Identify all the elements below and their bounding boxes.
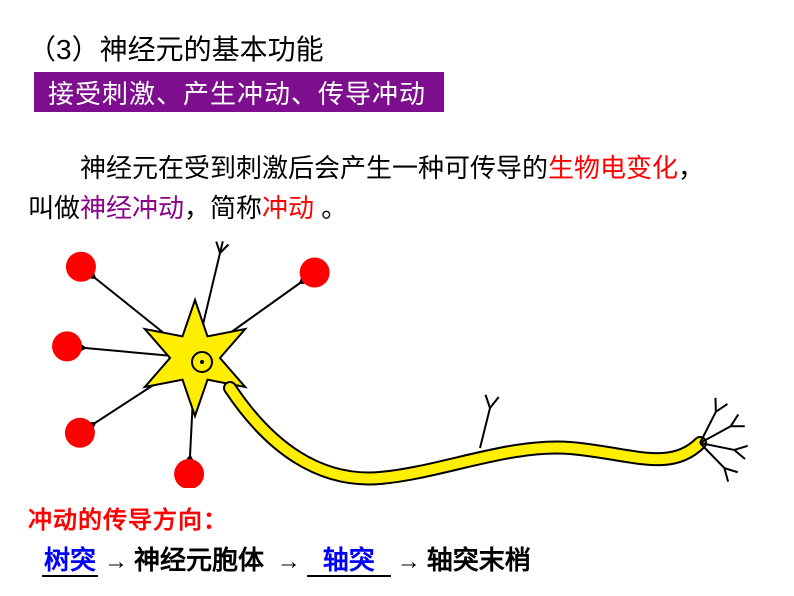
subtitle-text: 接受刺激、产生冲动、传导冲动 bbox=[48, 74, 426, 111]
arrow-icon: → bbox=[104, 548, 128, 576]
flow-sequence: 树突 → 神经元胞体 → 轴突 → 轴突末梢 bbox=[42, 540, 531, 577]
arrow-icon: → bbox=[397, 548, 421, 576]
para-t3a: ， bbox=[678, 153, 704, 183]
para-t6: 冲动 bbox=[262, 193, 314, 223]
subtitle-band: 接受刺激、产生冲动、传导冲动 bbox=[34, 72, 444, 112]
flow-step-1: 树突 bbox=[42, 545, 98, 577]
body-paragraph: 神经元在受到刺激后会产生一种可传导的生物电变化， 叫做神经冲动，简称冲动 。 bbox=[28, 148, 784, 228]
flow-step-2: 神经元胞体 bbox=[134, 540, 264, 577]
para-t3b: 叫做 bbox=[28, 193, 80, 223]
flow-step-4: 轴突末梢 bbox=[427, 540, 531, 577]
para-t5: ，简称 bbox=[184, 193, 262, 223]
para-t1: 神经元在受到刺激后会产生一种可传导的 bbox=[80, 153, 548, 183]
arrow-icon: → bbox=[270, 548, 301, 576]
neuron-diagram bbox=[20, 238, 760, 488]
section-title: （3）神经元的基本功能 bbox=[28, 28, 324, 68]
flow-step-3: 轴突 bbox=[307, 545, 391, 577]
para-t2: 生物电变化 bbox=[548, 153, 678, 183]
para-t4: 神经冲动 bbox=[80, 193, 184, 223]
flow-direction-label: 冲动的传导方向： bbox=[28, 500, 228, 535]
para-t7: 。 bbox=[314, 193, 347, 223]
